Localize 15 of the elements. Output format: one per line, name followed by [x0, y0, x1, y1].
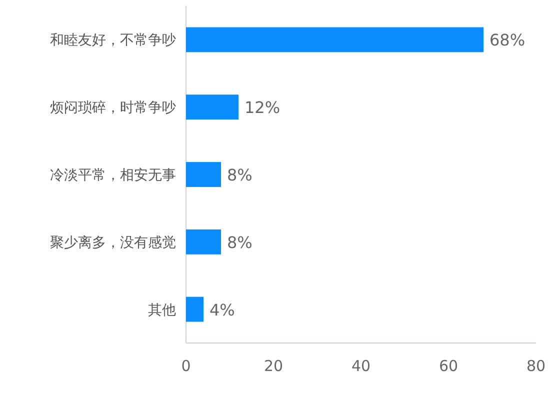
x-tick-label: 40	[351, 357, 371, 375]
data-label: 68%	[490, 30, 526, 50]
y-tick-label: 其他	[148, 302, 176, 318]
x-tick-label: 80	[526, 357, 546, 375]
x-tick-label: 20	[264, 357, 284, 375]
y-tick-label: 聚少离多，没有感觉	[50, 234, 176, 251]
y-tick-label: 烦闷琐碎，时常争吵	[50, 100, 176, 116]
data-label: 8%	[227, 166, 252, 184]
data-label: 4%	[210, 300, 235, 320]
y-tick-label: 冷淡平常，相安无事	[50, 168, 176, 184]
data-label: 12%	[244, 98, 280, 118]
data-label: 8%	[227, 232, 252, 252]
y-tick-label: 和睦友好，不常争吵	[50, 32, 176, 49]
x-tick-label: 0	[181, 357, 191, 375]
x-tick-label: 60	[438, 357, 458, 375]
